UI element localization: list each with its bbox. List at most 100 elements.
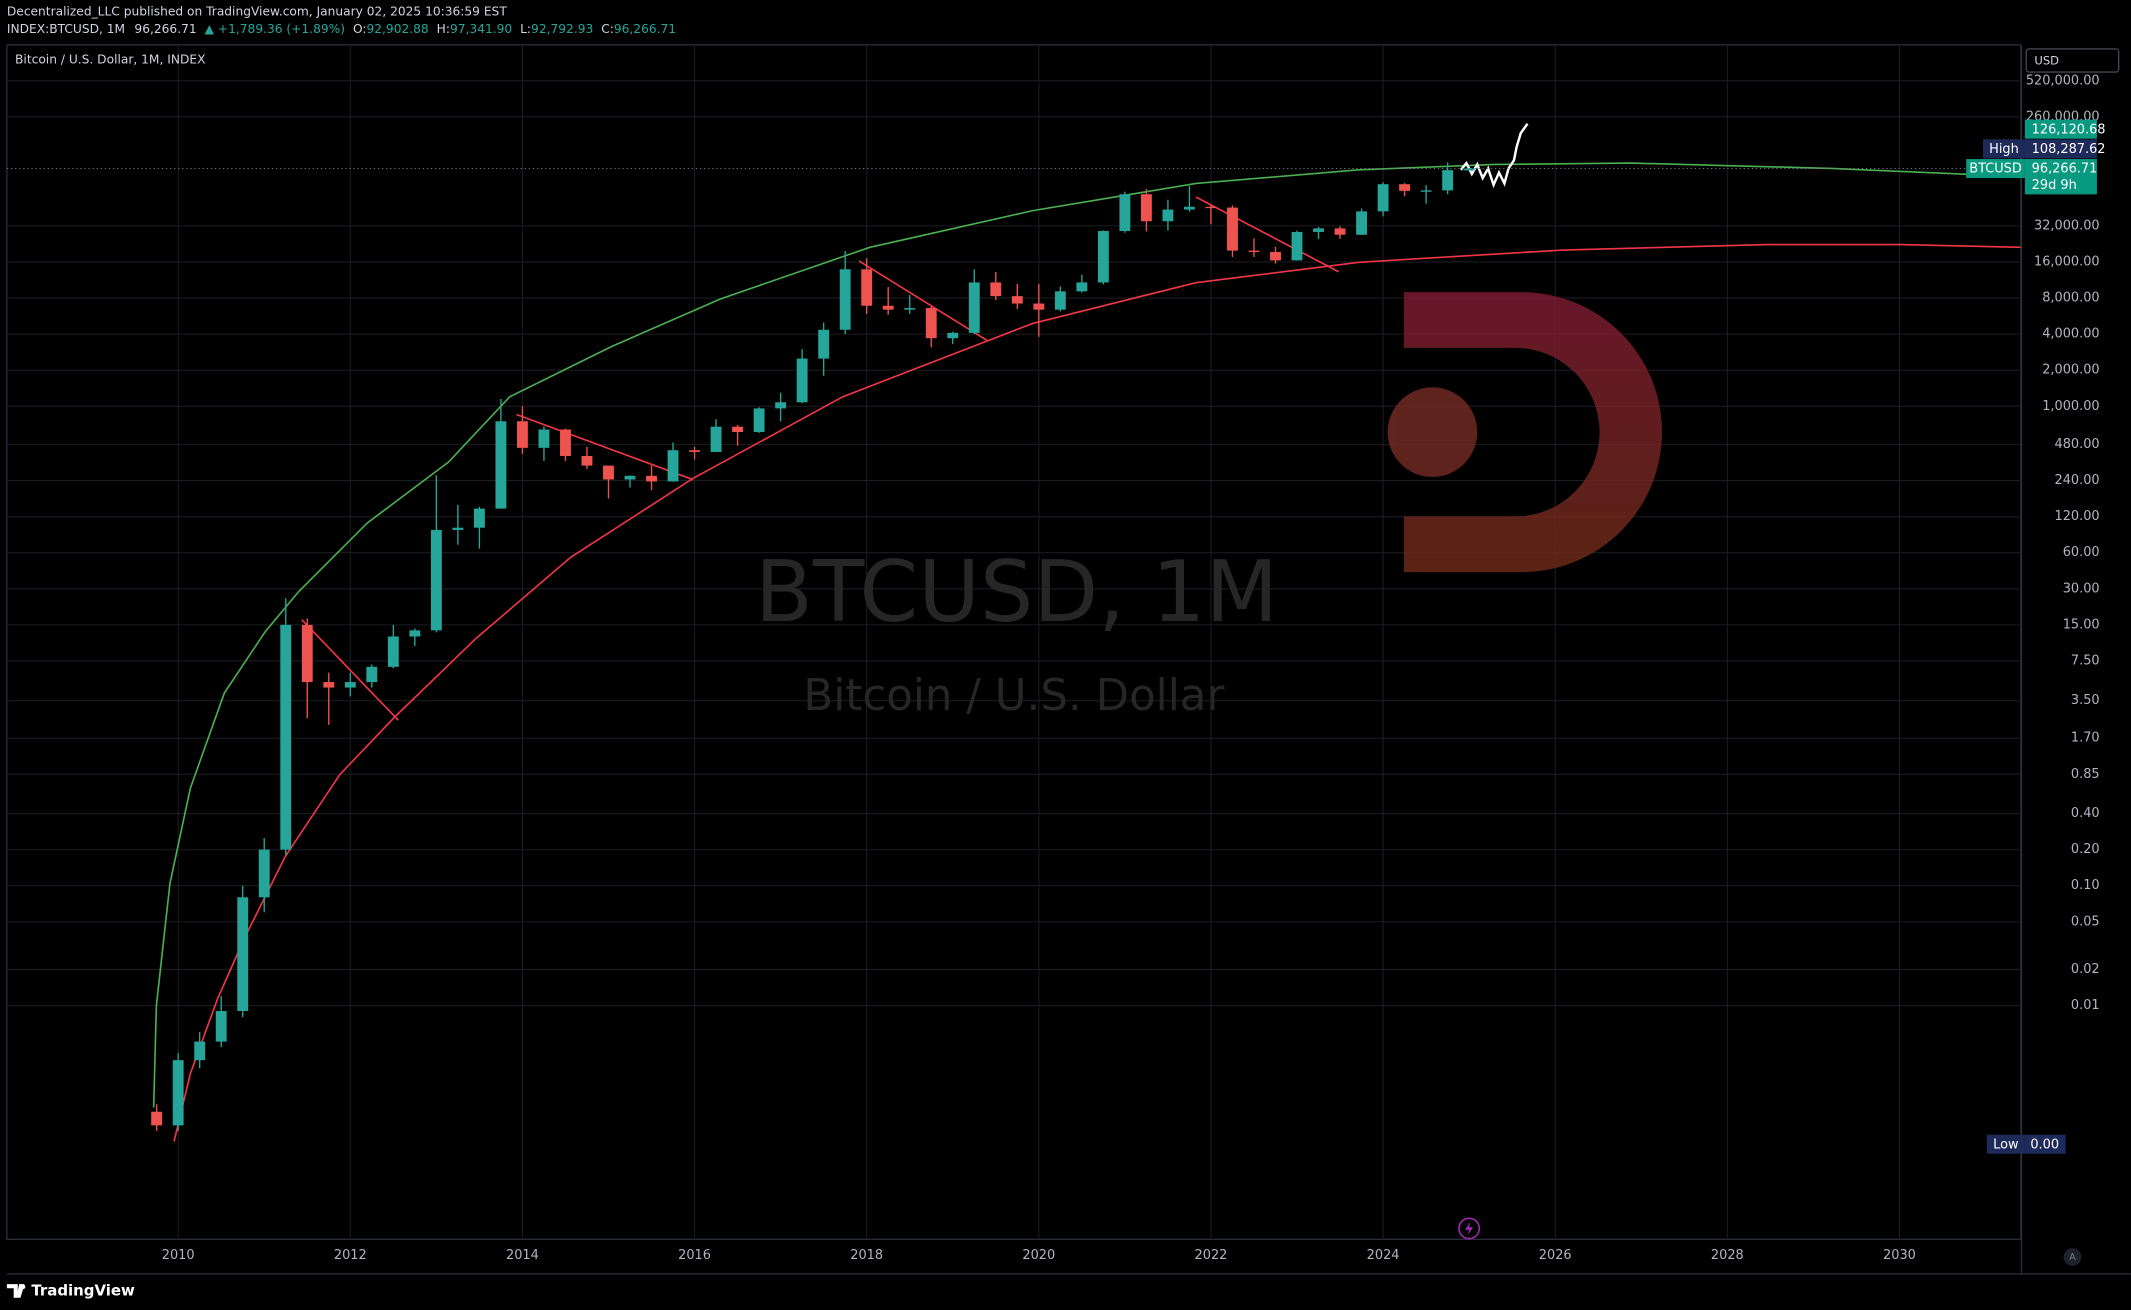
candle-body	[344, 682, 356, 688]
price-tag	[2024, 159, 2097, 195]
candle-body	[1076, 282, 1088, 292]
candle-body	[1399, 184, 1411, 191]
y-tick-label: 60.00	[2063, 545, 2100, 560]
x-tick-label: 2030	[1883, 1248, 1916, 1263]
projection-path	[1459, 122, 1529, 189]
low-tag	[2024, 1134, 2066, 1154]
price-tag-name: High	[1989, 142, 2019, 157]
candle-body	[1356, 211, 1367, 235]
watermark-sub: Bitcoin / U.S. Dollar	[803, 671, 1224, 721]
ohlc-value: 92,902.88	[367, 22, 429, 36]
y-tick-label: 30.00	[2063, 581, 2100, 596]
candle-body	[818, 329, 830, 359]
candle-body	[1313, 228, 1324, 232]
candle-body	[1334, 228, 1346, 235]
x-tick-label: 2014	[506, 1248, 539, 1263]
watermark: BTCUSD, 1M	[755, 543, 1278, 641]
x-tick-label: 2024	[1367, 1248, 1400, 1263]
y-tick-label: 0.20	[2071, 842, 2100, 857]
candle-body	[968, 282, 980, 333]
y-tick-label: 32,000.00	[2034, 218, 2100, 233]
brand-icon	[6, 1284, 25, 1298]
candle-body	[1140, 194, 1152, 222]
logo-watermark	[1387, 292, 1662, 573]
low-name: Low	[1993, 1137, 2018, 1152]
ohlc-value: 96,266.71	[614, 22, 676, 36]
x-tick-label: 2022	[1195, 1248, 1228, 1263]
events-icon[interactable]	[1458, 1217, 1481, 1240]
change: ▲ +1,789.36 (+1.89%)	[205, 22, 345, 36]
y-tick-label: 16,000.00	[2034, 254, 2100, 269]
auto-scale-label: A	[2069, 1252, 2076, 1263]
y-tick-label: 3.50	[2071, 693, 2100, 708]
x-tick-label: 2010	[162, 1248, 195, 1263]
candle-body	[1205, 206, 1217, 209]
candle-body	[603, 465, 614, 480]
candle-body	[732, 426, 744, 433]
candle-body	[882, 305, 894, 310]
candle-body	[1227, 207, 1238, 251]
candle-body	[387, 636, 399, 667]
ohlc-key: H:	[437, 22, 450, 36]
brand-icon-dot	[21, 1284, 26, 1290]
candle-body	[925, 308, 937, 339]
candle-body	[452, 527, 464, 530]
price-tag-name: BTCUSD	[1969, 162, 2022, 177]
candle-body	[473, 508, 485, 528]
price-tag	[2024, 119, 2097, 139]
candle-body	[516, 421, 528, 448]
candle-body	[151, 1111, 163, 1126]
candle-body	[1420, 190, 1432, 192]
y-tick-label: 520,000.00	[2026, 73, 2100, 88]
x-tick-label: 2028	[1711, 1248, 1744, 1263]
candle-body	[796, 358, 808, 403]
ohlc-key: C:	[601, 22, 614, 36]
candle-body	[581, 455, 593, 466]
y-tick-label: 1.70	[2071, 731, 2100, 746]
last-price: 96,266.71	[134, 22, 196, 36]
candle-body	[237, 897, 249, 1012]
auto-scale-button[interactable]	[2063, 1248, 2082, 1266]
candle-body	[904, 308, 916, 310]
y-tick-label: 0.10	[2071, 878, 2100, 893]
candle-body	[1097, 231, 1109, 283]
y-tick-label: 2,000.00	[2042, 363, 2099, 378]
candle-body	[667, 450, 679, 482]
candle-body	[1011, 296, 1023, 304]
y-tick-label: 240.00	[2055, 473, 2100, 488]
price-tag-value: 108,287.62	[2032, 142, 2106, 157]
x-tick-label: 2012	[334, 1248, 367, 1263]
low-value: 0.00	[2030, 1137, 2059, 1152]
trend-lines	[301, 196, 1340, 721]
y-tick-label: 0.85	[2071, 767, 2100, 782]
y-tick-label: 7.50	[2071, 653, 2100, 668]
candle-body	[280, 624, 292, 850]
candle-body	[624, 475, 636, 480]
x-tick-label: 2020	[1022, 1248, 1055, 1263]
candle-body	[495, 421, 507, 509]
brand: TradingView	[31, 1282, 135, 1300]
candle-body	[1442, 170, 1454, 191]
ohlc-value: 92,792.93	[531, 22, 593, 36]
y-tick-label: 15.00	[2063, 617, 2100, 632]
candle-body	[839, 269, 851, 330]
candle-body	[1033, 303, 1045, 310]
candle-body	[409, 630, 421, 637]
currency-button[interactable]	[2025, 48, 2120, 73]
y-tick-label: 8,000.00	[2042, 291, 2099, 306]
low-tag	[1986, 1134, 2025, 1154]
candle-body	[689, 450, 700, 452]
candle-body	[258, 849, 270, 898]
candle-body	[947, 332, 959, 339]
x-tick-label: 2016	[678, 1248, 711, 1263]
chart-title: Bitcoin / U.S. Dollar, 1M, INDEX	[15, 52, 205, 66]
candle-body	[1248, 250, 1260, 252]
x-tick-label: 2026	[1539, 1248, 1572, 1263]
y-tick-label: 4,000.00	[2042, 327, 2099, 342]
candle-body	[1463, 168, 1475, 171]
price-tag-name-bg	[1983, 139, 2025, 159]
candle-body	[1119, 194, 1131, 232]
y-tick-label: 1,000.00	[2042, 399, 2099, 414]
y-tick-label: 0.05	[2071, 914, 2100, 929]
